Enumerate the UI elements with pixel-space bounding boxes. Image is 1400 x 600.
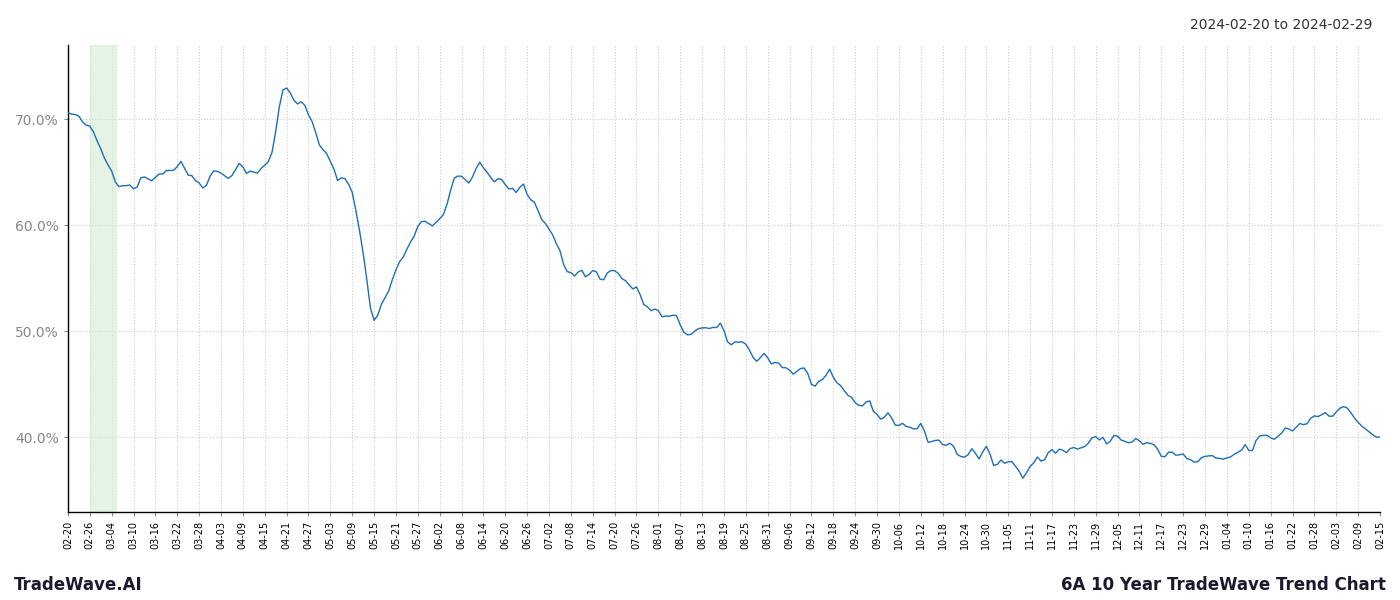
Text: 2024-02-20 to 2024-02-29: 2024-02-20 to 2024-02-29 bbox=[1190, 18, 1372, 32]
Text: TradeWave.AI: TradeWave.AI bbox=[14, 576, 143, 594]
Bar bbox=[90, 45, 116, 512]
Text: 6A 10 Year TradeWave Trend Chart: 6A 10 Year TradeWave Trend Chart bbox=[1061, 576, 1386, 594]
